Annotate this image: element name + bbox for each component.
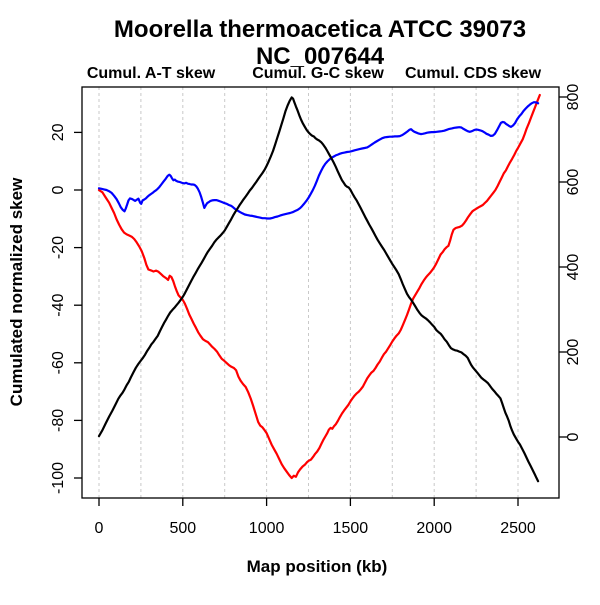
chart-title-line1: Moorella thermoacetica ATCC 39073	[114, 16, 526, 43]
plot-box	[81, 86, 560, 499]
x-tick-label: 2500	[500, 520, 536, 537]
y-left-tick-label: 0	[50, 185, 67, 194]
y-axis-label: Cumulated normalized skew	[7, 177, 26, 406]
x-tick-label: 1500	[333, 520, 369, 537]
y-right-tick-label: 600	[565, 169, 582, 196]
y-right-tick-label: 200	[565, 339, 582, 366]
y-left-tick-label: -80	[50, 409, 67, 432]
y-left-tick-label: -100	[50, 462, 67, 494]
series-cumul-cds-skew	[97, 96, 540, 483]
legend-item-cds-skew: Cumul. CDS skew	[405, 65, 542, 82]
y-axis-right: 800 600 400 200 0	[559, 84, 582, 441]
x-tick-label: 500	[169, 520, 196, 537]
x-tick-label: 0	[95, 520, 104, 537]
x-tick-label: 1000	[249, 520, 285, 537]
y-left-tick-label: 20	[50, 123, 67, 141]
x-tick-label: 2000	[416, 520, 452, 537]
y-left-tick-label: -20	[50, 236, 67, 259]
y-left-tick-label: -60	[50, 351, 67, 374]
y-right-tick-label: 0	[565, 432, 582, 441]
gridlines-group	[98, 87, 519, 498]
y-axis-left: 20 0 -20 -40 -60 -80 -100	[50, 123, 82, 494]
y-right-tick-label: 800	[565, 84, 582, 111]
legend-item-at-skew: Cumul. A-T skew	[87, 65, 216, 82]
y-right-tick-label: 400	[565, 254, 582, 281]
series-cumul-g-c-skew	[97, 101, 540, 220]
x-axis-label: Map position (kb)	[247, 557, 388, 576]
legend-item-gc-skew: Cumul. G-C skew	[252, 65, 384, 82]
y-left-tick-label: -40	[50, 294, 67, 317]
x-axis: 0 500 1000 1500 2000 2500	[95, 498, 536, 537]
data-curves-group	[97, 93, 541, 483]
series-cumul-a-t-skew	[97, 93, 541, 480]
chart-title-line2: NC_007644	[256, 43, 385, 70]
